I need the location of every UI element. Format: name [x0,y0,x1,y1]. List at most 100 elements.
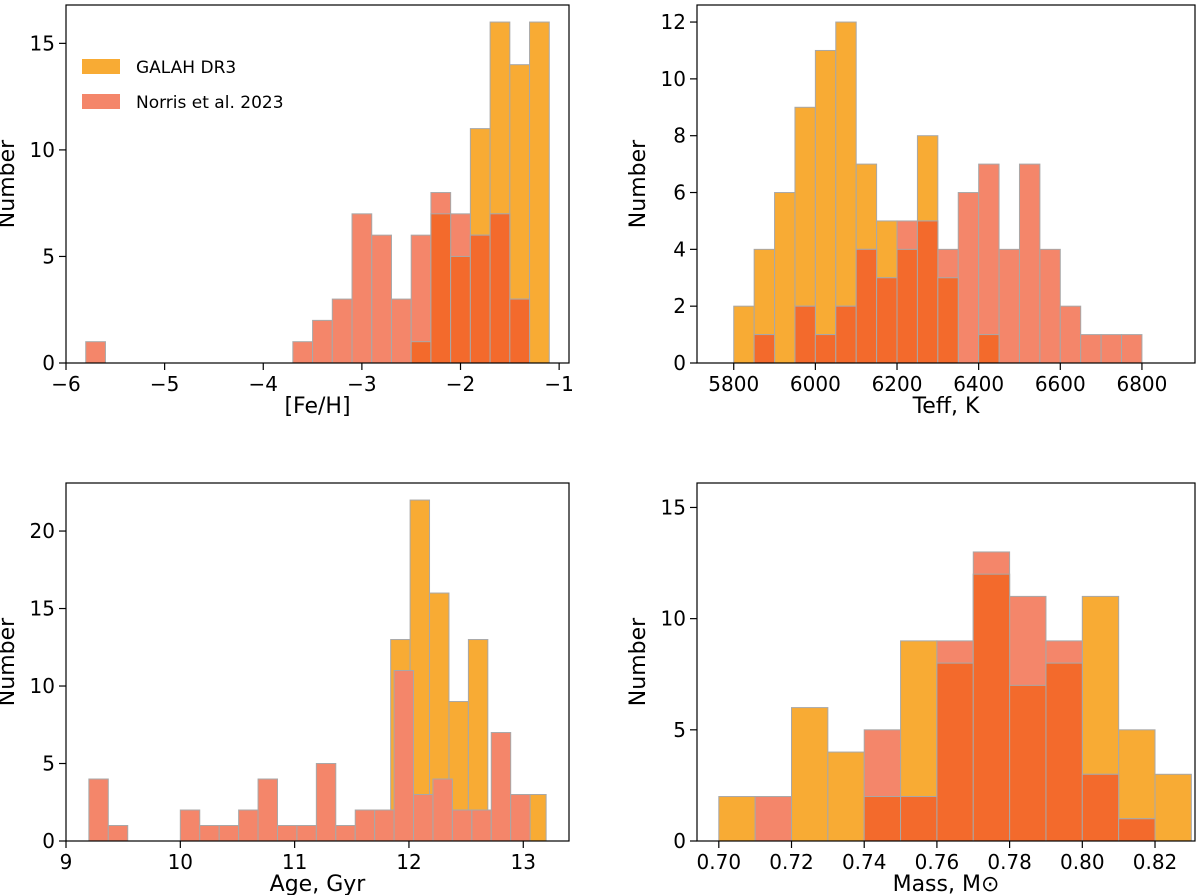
bar-norris-3-3 [199,825,220,842]
bar-norris-3-5 [238,809,259,842]
bar-norris-3-0 [88,778,109,842]
x-tick-label-4-5: 0.80 [1060,850,1105,874]
bar-norris-2-11 [998,248,1020,364]
panel-2: 5800 6000 6200 6400 6600 6800 0 2 4 6 8 10 12 Teff, K… [626,4,1196,419]
bar-galah-2-0 [733,305,755,364]
y-tick-label-2-2: 4 [673,237,686,261]
x-tick-label-3-3: 12 [396,850,421,874]
bar-galah-2-4 [814,49,837,364]
bar-overlap-2-9 [916,220,939,364]
bar-overlap-2-8 [896,248,918,364]
legend-swatch-0 [82,59,120,74]
bar-norris-2-17 [1121,334,1143,364]
y-tick-label-1-1: 5 [42,244,55,268]
x-tick-label-1-0: −6 [51,372,80,396]
bar-galah-4-11 [1154,773,1192,842]
bar-norris-2-12 [1018,163,1041,364]
y-tick-label-2-4: 8 [673,124,686,148]
y-tick-label-2-3: 6 [673,181,686,205]
bar-norris-3-8 [296,825,317,842]
bar-overlap-4-9 [1081,773,1120,842]
y-tick-label-3-4: 20 [30,519,55,543]
axes-frame-3 [65,482,570,842]
bar-norris-3-2 [179,809,201,842]
bar-norris-1-6 [390,298,412,364]
bar-norris-3-1 [107,825,129,842]
bar-norris-3-19 [510,794,531,842]
y-tick-label-4-1: 5 [673,718,686,742]
y-tick-label-4-3: 15 [661,495,686,519]
x-tick-label-3-4: 13 [511,850,536,874]
y-tick-label-2-5: 10 [661,67,686,91]
x-tick-label-2-2: 6200 [872,372,923,396]
legend: GALAH DR3 Norris et al. 2023 [82,58,284,113]
bar-norris-2-15 [1080,334,1102,364]
x-tick-label-2-4: 6600 [1035,372,1086,396]
axes-frame-4 [696,482,1196,842]
x-tick-label-4-2: 0.74 [842,850,887,874]
bar-overlap-2-5 [835,305,857,364]
x-axis-label-4: Mass, M⊙ [893,872,1000,895]
bar-overlap-1-4 [489,213,511,364]
bar-galah-1-6 [529,21,550,364]
x-tick-label-4-4: 0.78 [987,850,1032,874]
bar-overlap-4-3 [863,796,902,842]
bar-norris-1-4 [351,213,373,364]
bar-norris-3-15 [432,778,453,842]
y-tick-label-2-6: 12 [661,10,686,34]
panel-1: −6 −5 −4 −3 −2 −1 0 5 10 15 [Fe/H] Number GALAH DR3 N… [0,4,574,419]
y-tick-label-3-1: 5 [42,752,55,776]
bar-norris-1-1 [292,341,314,364]
y-axis-label-4: Number [626,617,651,706]
bar-overlap-4-8 [1045,662,1083,842]
x-tick-label-2-1: 6000 [790,372,841,396]
legend-swatch-1 [82,94,120,109]
bar-galah-4-2 [827,751,865,842]
bar-overlap-2-7 [876,277,898,364]
bar-overlap-1-3 [469,234,491,364]
bar-norris-2-10 [978,163,1000,364]
y-tick-label-3-0: 0 [42,829,55,853]
y-axis-label-1: Number [0,139,20,228]
y-tick-label-4-2: 10 [661,607,686,631]
bar-overlap-1-2 [450,255,471,364]
legend-label-0: GALAH DR3 [136,58,236,78]
bar-norris-3-14 [413,794,434,842]
bar-norris-3-11 [354,809,376,842]
bar-norris-3-6 [257,778,278,842]
x-tick-label-1-3: −3 [347,372,376,396]
bar-norris-3-7 [276,825,298,842]
x-tick-label-1-4: −2 [446,372,475,396]
bar-overlap-2-4 [814,334,837,364]
bar-overlap-2-10 [937,277,959,364]
y-tick-label-2-1: 2 [673,294,686,318]
bar-norris-3-12 [374,809,395,842]
x-tick-label-1-1: −5 [150,372,179,396]
x-tick-label-1-5: −1 [544,372,573,396]
y-axis-label-2: Number [626,139,651,228]
bar-galah-4-0 [718,796,756,842]
bar-norris-2-16 [1100,334,1123,364]
bar-overlap-2-6 [855,248,878,364]
bar-norris-3-16 [451,809,473,842]
bar-overlap-2-1 [753,334,776,364]
bar-norris-2-9 [957,192,980,364]
bar-norris-2-14 [1059,305,1082,364]
bar-norris-3-9 [315,763,337,842]
y-tick-label-1-2: 10 [30,138,55,162]
bar-norris-3-17 [471,809,492,842]
bar-overlap-1-1 [430,213,452,364]
y-tick-label-3-2: 10 [30,674,55,698]
x-tick-label-4-0: 0.70 [697,850,742,874]
bar-norris-2-13 [1039,248,1061,364]
bar-overlap-1-5 [509,298,531,364]
bar-galah-2-2 [774,192,796,364]
x-tick-label-2-5: 6800 [1116,372,1167,396]
x-tick-label-3-1: 10 [168,850,193,874]
bar-overlap-2-3 [794,305,816,364]
bar-norris-3-4 [218,825,240,842]
x-axis-label-3: Age, Gyr [270,872,367,895]
x-tick-label-1-2: −4 [249,372,278,396]
x-tick-label-4-6: 0.82 [1133,850,1178,874]
